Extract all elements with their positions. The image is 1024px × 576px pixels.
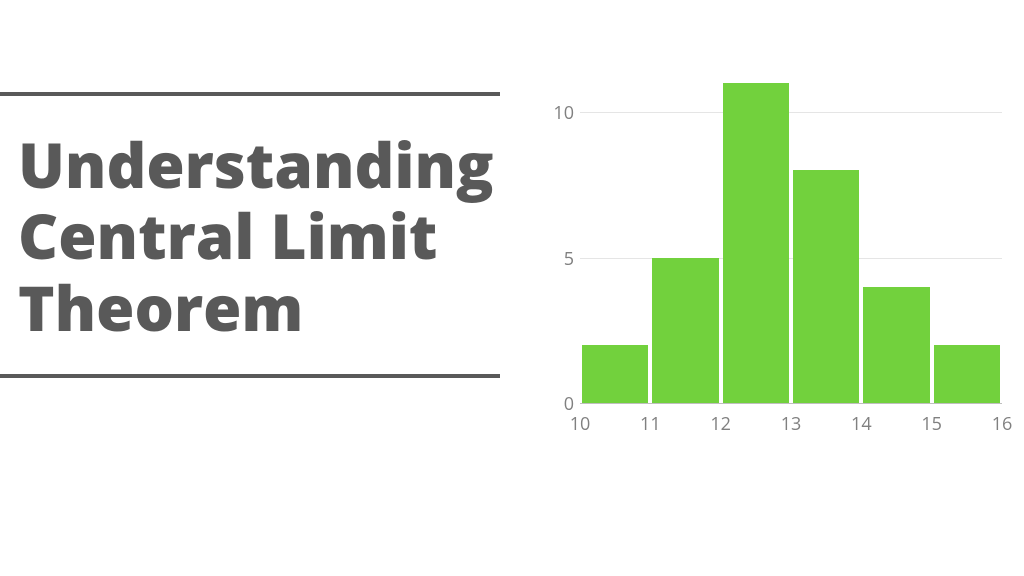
plot-area — [580, 84, 1002, 404]
histogram-bar — [863, 287, 929, 403]
histogram-bar — [652, 258, 718, 403]
y-tick-label: 10 — [530, 101, 574, 125]
histogram-bar — [793, 170, 859, 403]
histogram-bar — [582, 345, 648, 403]
title-rule-bottom — [0, 374, 500, 378]
x-tick-label: 13 — [781, 412, 802, 436]
title-block: Understanding Central Limit Theorem — [0, 92, 500, 378]
x-tick-label: 16 — [992, 412, 1013, 436]
x-tick-label: 10 — [570, 412, 591, 436]
histogram-bar — [934, 345, 1000, 403]
x-tick-label: 14 — [851, 412, 872, 436]
y-tick-label: 0 — [530, 392, 574, 416]
x-tick-label: 11 — [640, 412, 661, 436]
x-tick-label: 15 — [921, 412, 942, 436]
gridline — [580, 258, 1002, 259]
x-axis-line — [580, 403, 1002, 404]
histogram-chart: 051010111213141516 — [530, 84, 1002, 444]
page: Understanding Central Limit Theorem 0 5 10… — [0, 0, 1024, 576]
x-tick-label: 12 — [710, 412, 731, 436]
gridline — [580, 112, 1002, 113]
y-tick-label: 5 — [530, 247, 574, 271]
page-title: Understanding Central Limit Theorem — [0, 130, 500, 344]
title-rule-top — [0, 92, 500, 96]
histogram-bar — [723, 83, 789, 403]
